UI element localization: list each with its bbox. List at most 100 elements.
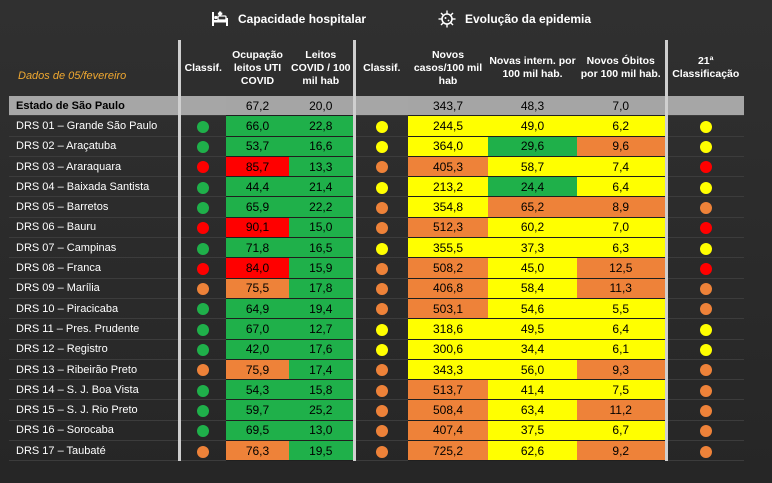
status-dot-orange: [699, 425, 712, 438]
new-hosp-value: 49,5: [488, 318, 577, 340]
classification21: [664, 379, 744, 401]
status-dot-orange: [375, 161, 388, 174]
status-dot-orange: [699, 384, 712, 397]
occupancy-value: 67,0: [226, 318, 289, 340]
table-row: DRS 10 – Piracicaba 64,9 19,4 503,1 54,6 5,5: [9, 298, 744, 320]
state-classif: [177, 96, 226, 117]
beds-value: 12,7: [289, 318, 354, 340]
new-hosp-value: 37,5: [488, 420, 577, 442]
status-dot-green: [197, 344, 210, 357]
new-deaths-value: 6,4: [577, 318, 666, 340]
region-name: DRS 17 – Taubaté: [9, 440, 179, 462]
classification21: [664, 217, 744, 239]
capacity-title: Capacidade hospitalar: [238, 12, 367, 26]
status-dot-green: [197, 201, 210, 214]
new-hosp-value: 29,6: [488, 136, 577, 157]
classif-capacity: [177, 237, 226, 259]
beds-value: 15,9: [289, 257, 354, 279]
region-name: DRS 07 – Campinas: [9, 237, 179, 259]
new-hosp-value: 58,4: [488, 278, 577, 299]
classif-evolution: [352, 440, 408, 462]
classif-evolution: [352, 217, 408, 239]
occupancy-value: 54,3: [226, 379, 289, 401]
new-cases-value: 355,5: [408, 237, 488, 259]
status-dot-orange: [699, 445, 712, 458]
table-row: DRS 15 – S. J. Rio Preto 59,7 25,2 508,4 63,…: [9, 399, 744, 421]
new-deaths-value: 12,5: [577, 257, 666, 279]
classification21: [664, 176, 744, 198]
status-dot-yellow: [699, 120, 712, 133]
status-dot-green: [197, 181, 210, 194]
new-hosp-value: 63,4: [488, 399, 577, 421]
new-deaths-value: 6,2: [577, 115, 666, 137]
status-dot-orange: [375, 364, 388, 377]
header-new-hosp: Novas intern. por 100 mil hab.: [489, 55, 576, 80]
classif-evolution: [352, 176, 408, 198]
classif-capacity: [177, 298, 226, 320]
region-name: DRS 09 – Marília: [9, 278, 179, 299]
table-row: DRS 01 – Grande São Paulo 66,0 22,8 244,5 49…: [9, 115, 744, 137]
status-dot-orange: [197, 283, 210, 296]
new-cases-value: 513,7: [408, 379, 488, 401]
beds-value: 25,2: [289, 399, 354, 421]
status-dot-orange: [375, 445, 388, 458]
new-deaths-value: 11,2: [577, 399, 666, 421]
new-cases-value: 512,3: [408, 217, 488, 239]
header-row: Classif. Ocupação leitos UTI COVID Leito…: [9, 40, 744, 96]
status-dot-orange: [699, 404, 712, 417]
beds-value: 17,4: [289, 359, 354, 381]
region-name: DRS 01 – Grande São Paulo: [9, 115, 179, 137]
new-hosp-value: 34,4: [488, 339, 577, 360]
classif-evolution: [352, 399, 408, 421]
new-cases-value: 300,6: [408, 339, 488, 360]
beds-value: 21,4: [289, 176, 354, 198]
new-deaths-value: 6,1: [577, 339, 666, 360]
beds-value: 15,8: [289, 379, 354, 401]
classification21: [664, 257, 744, 279]
header-new-deaths: Novos Óbitos por 100 mil hab.: [580, 55, 661, 80]
region-name: DRS 13 – Ribeirão Preto: [9, 359, 179, 381]
classification21: [664, 156, 744, 178]
occupancy-value: 76,3: [226, 440, 289, 462]
table-row: DRS 03 – Araraquara 85,7 13,3 405,3 58,7 7,4: [9, 156, 744, 178]
classif-evolution: [352, 379, 408, 401]
new-deaths-value: 9,3: [577, 359, 666, 381]
status-dot-orange: [375, 303, 388, 316]
classif-evolution: [352, 237, 408, 259]
beds-value: 22,2: [289, 196, 354, 218]
classif-capacity: [177, 257, 226, 279]
state-beds: 20,0: [289, 96, 354, 117]
classif-evolution: [352, 339, 408, 360]
new-hosp-value: 37,3: [488, 237, 577, 259]
region-name: DRS 14 – S. J. Boa Vista: [9, 379, 179, 401]
classif-capacity: [177, 217, 226, 239]
header-classif: Classif.: [177, 40, 226, 96]
classif-evolution: [352, 278, 408, 299]
state-new-hosp: 48,3: [488, 96, 577, 117]
new-deaths-value: 5,5: [577, 298, 666, 320]
classification21: [664, 298, 744, 320]
beds-value: 22,8: [289, 115, 354, 137]
virus-icon: [438, 10, 456, 28]
status-dot-orange: [197, 445, 210, 458]
status-dot-yellow: [699, 181, 712, 194]
table-row: DRS 17 – Taubaté 76,3 19,5 725,2 62,6 9,2: [9, 440, 744, 462]
beds-value: 19,4: [289, 298, 354, 320]
region-name: DRS 12 – Registro: [9, 339, 179, 360]
classification21: [664, 115, 744, 137]
status-dot-orange: [375, 404, 388, 417]
occupancy-value: 84,0: [226, 257, 289, 279]
status-dot-yellow: [699, 141, 712, 154]
new-cases-value: 318,6: [408, 318, 488, 340]
state-classif2: [352, 96, 408, 117]
classif-evolution: [352, 156, 408, 178]
classif-evolution: [352, 115, 408, 137]
new-cases-value: 354,8: [408, 196, 488, 218]
status-dot-orange: [197, 364, 210, 377]
classif-evolution: [352, 136, 408, 157]
new-cases-value: 508,2: [408, 257, 488, 279]
table-row: DRS 08 – Franca 84,0 15,9 508,2 45,0 12,5: [9, 257, 744, 279]
state-new-cases: 343,7: [408, 96, 488, 117]
new-cases-value: 405,3: [408, 156, 488, 178]
classification21: [664, 318, 744, 340]
